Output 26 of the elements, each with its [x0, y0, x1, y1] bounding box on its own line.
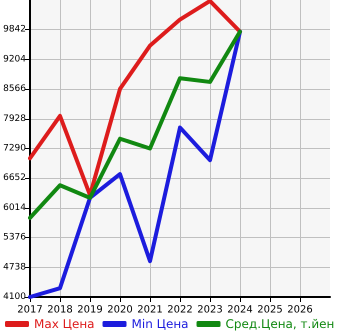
y-tick-label: 6652	[3, 173, 26, 184]
line-series	[28, 30, 242, 299]
legend-label: Min Цена	[132, 317, 189, 331]
y-tick-label: 4738	[3, 262, 26, 272]
y-tick-label: 7928	[3, 114, 26, 124]
legend-label: Max Цена	[34, 317, 95, 331]
x-tick-label: 2021	[137, 304, 163, 316]
y-tick-label: 7290	[3, 144, 26, 154]
legend-label: Сред.Цена, т.йен	[226, 317, 334, 331]
y-tick-label: 5376	[3, 232, 26, 243]
x-tick-label: 2022	[167, 304, 193, 316]
x-tick-label: 2026	[287, 304, 313, 316]
line-series	[28, 0, 242, 198]
x-tick-label: 2018	[47, 304, 73, 316]
y-tick-label: 9842	[3, 24, 26, 35]
y-tick-label: 9204	[3, 54, 26, 64]
x-tick-label: 2024	[227, 304, 253, 316]
x-tick-label: 2023	[197, 304, 223, 316]
x-tick-label: 2020	[107, 304, 133, 316]
x-tick-label: 2017	[17, 304, 43, 316]
y-tick-label: 6014	[3, 202, 26, 213]
y-tick-label: 8566	[3, 84, 26, 94]
y-tick-label: 4100	[3, 292, 26, 302]
x-tick-label: 2019	[77, 304, 103, 316]
line-series	[28, 30, 242, 220]
x-tick-label: 2025	[257, 304, 283, 316]
